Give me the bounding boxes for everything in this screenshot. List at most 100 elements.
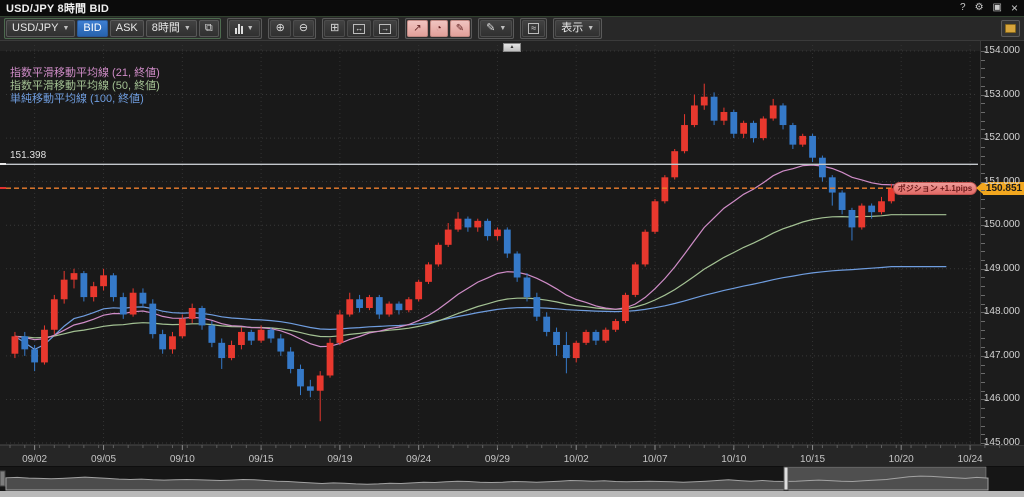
nav-window-handle[interactable] (783, 466, 789, 491)
chevron-down-icon: ▼ (62, 25, 70, 32)
candle (277, 338, 285, 352)
ask-toggle[interactable]: ASK (109, 20, 144, 37)
candle (238, 331, 245, 345)
date-label: 10/15 (800, 454, 825, 465)
zoom-out-button[interactable]: ⊖ (292, 20, 315, 37)
annotation-button[interactable]: ✎ (449, 20, 471, 37)
candle (562, 345, 570, 359)
instrument-label: USD/JPY (12, 22, 59, 34)
compare-icon: ⧉ (204, 22, 213, 34)
time-alert-button[interactable]: ◔ (429, 20, 448, 37)
price-minor-tick (981, 172, 985, 174)
price-minor-tick (981, 408, 985, 410)
chart-navigator[interactable] (0, 465, 1024, 497)
timeframe-label: 8時間 (151, 22, 180, 34)
candle (740, 122, 748, 134)
instrument-dropdown[interactable]: USD/JPY ▼ (6, 20, 76, 37)
price-minor-tick (981, 103, 985, 105)
close-icon[interactable]: × (1010, 1, 1018, 15)
chevron-down-icon: ▼ (587, 25, 595, 32)
timeframe-dropdown[interactable]: 8時間 ▼ (145, 20, 197, 37)
candle (848, 209, 856, 228)
candle (80, 273, 88, 298)
alert-tools-group: ↗ ◔ ✎ (405, 18, 473, 39)
expand-range-button[interactable]: ⊞ (324, 20, 346, 37)
candle (346, 299, 354, 315)
price-minor-tick (981, 94, 988, 96)
candle (287, 351, 295, 369)
price-tick-label: 147.000 (983, 349, 1020, 361)
display-group: 表示 ▼ (553, 18, 603, 39)
chart-type-dropdown[interactable]: ▼ (228, 20, 260, 37)
price-minor-tick (981, 364, 985, 366)
candle (60, 279, 68, 300)
favorite-icon[interactable] (1001, 20, 1020, 37)
price-minor-tick (981, 233, 985, 235)
bottom-scrollbar-strip[interactable] (0, 491, 1024, 497)
expand-icon: ⊞ (330, 22, 340, 34)
candle (592, 331, 600, 341)
bid-toggle[interactable]: BID (77, 20, 108, 37)
candle (188, 307, 196, 319)
price-axis-panel: 150.851 145.000 146.000 147.000 148.000 149.… (976, 41, 1024, 448)
settings-gear-icon[interactable]: ⚙ (974, 2, 984, 13)
candle (11, 336, 19, 354)
candle (356, 299, 363, 308)
scroll-up-button[interactable]: ▲ (503, 43, 521, 52)
price-tick-label: 149.000 (983, 262, 1020, 274)
price-minor-tick (981, 338, 985, 340)
help-icon[interactable]: ? (960, 2, 966, 13)
fit-width-button[interactable]: ↔ (347, 20, 372, 37)
alert-tool-button[interactable]: ↗ (407, 20, 428, 37)
candles-layer (11, 83, 895, 422)
indicator-button[interactable]: ≈ (522, 20, 546, 37)
candle (90, 286, 98, 298)
navigator-minimap[interactable] (0, 465, 1024, 497)
price-minor-tick (981, 277, 985, 279)
candle (326, 342, 334, 376)
date-label: 09/19 (327, 454, 352, 465)
draw-tools-dropdown[interactable]: ✎ ▼ (480, 20, 513, 37)
candle (297, 368, 304, 387)
edge-tick (0, 187, 6, 190)
nav-left-handle[interactable] (0, 470, 6, 487)
candlestick-chart[interactable]: 09/02 09/05 09/10 09/15 09/19 09/24 09/29 10/02… (0, 41, 1024, 466)
candle (434, 244, 442, 265)
candle (887, 188, 895, 202)
candle (661, 177, 669, 202)
chart-area[interactable]: 09/02 09/05 09/10 09/15 09/19 09/24 09/29 10/02… (0, 41, 1024, 466)
price-minor-tick (981, 129, 985, 131)
candle (139, 292, 147, 304)
position-annotation-pill[interactable]: ポジション +1.1pips (893, 181, 977, 195)
price-minor-tick (981, 399, 988, 401)
go-latest-button[interactable]: → (373, 20, 398, 37)
date-label: 10/20 (889, 454, 914, 465)
candle (31, 349, 39, 363)
date-label: 09/29 (485, 454, 510, 465)
candle (366, 297, 373, 308)
price-minor-tick (981, 294, 985, 296)
price-minor-tick (981, 416, 985, 418)
chart-type-group: ▼ (226, 18, 262, 39)
candle (208, 325, 216, 343)
price-minor-tick (981, 77, 985, 79)
legend-ema50: 指数平滑移動平均線 (50, 終値) (10, 80, 160, 92)
display-label: 表示 (561, 22, 584, 34)
display-dropdown[interactable]: 表示 ▼ (555, 20, 601, 37)
candle (503, 229, 511, 254)
zoom-in-button[interactable]: ⊕ (269, 20, 291, 37)
toolbar: USD/JPY ▼ BID ASK 8時間 ▼ ⧉ ▼ ⊕ ⊖ ⊞ ↔ → (0, 17, 1024, 41)
draw-group: ✎ ▼ (478, 18, 515, 39)
ma-line (14, 214, 947, 339)
candle (602, 329, 610, 341)
price-tick-label: 148.000 (983, 306, 1020, 318)
zoom-out-icon: ⊖ (298, 22, 309, 34)
annotation-text: ポジション +1.1pips (897, 183, 973, 193)
candle (129, 292, 137, 315)
up-arrow-icon: ▲ (509, 44, 515, 50)
popout-window-icon[interactable]: ▣ (992, 2, 1002, 13)
candle (385, 303, 393, 315)
price-minor-tick (981, 85, 985, 87)
compare-button[interactable]: ⧉ (198, 20, 219, 37)
pencil-icon: ✎ (486, 22, 496, 34)
